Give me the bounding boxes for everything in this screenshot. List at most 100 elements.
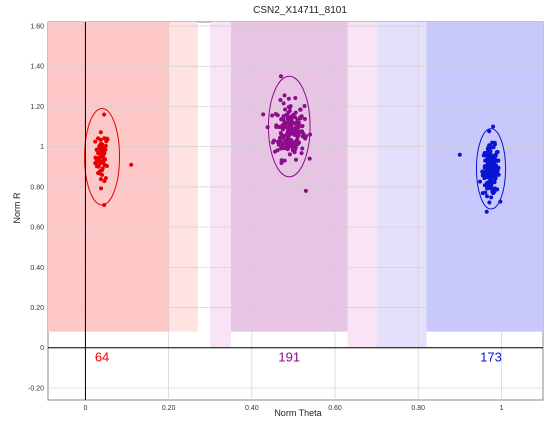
- data-point: [294, 157, 299, 162]
- data-point: [270, 113, 275, 118]
- data-point: [286, 96, 291, 101]
- data-point: [98, 177, 103, 182]
- data-point: [298, 107, 303, 112]
- data-point: [289, 138, 294, 143]
- data-point: [283, 107, 288, 112]
- data-point: [485, 180, 490, 185]
- cluster-count-label: 173: [480, 350, 502, 365]
- data-point: [287, 115, 292, 120]
- y-axis-label: Norm R: [12, 192, 22, 223]
- data-point: [97, 143, 102, 148]
- data-point: [102, 112, 107, 117]
- data-point: [295, 118, 300, 123]
- data-point: [295, 131, 300, 136]
- data-point: [489, 167, 494, 172]
- data-point: [494, 163, 499, 168]
- y-tick-label: 0.20: [30, 305, 44, 312]
- data-point: [285, 125, 290, 130]
- class-region-5: [376, 22, 427, 348]
- data-point: [489, 177, 494, 182]
- data-point: [281, 146, 286, 151]
- data-point: [101, 158, 106, 163]
- data-point: [96, 136, 101, 141]
- y-tick-label: 0: [40, 345, 44, 352]
- data-point: [482, 164, 487, 169]
- data-point: [292, 150, 297, 155]
- x-tick-label: 0.60: [328, 405, 342, 412]
- data-point: [290, 127, 295, 132]
- data-point: [94, 147, 99, 152]
- data-point: [288, 119, 293, 124]
- data-point: [279, 161, 284, 166]
- data-point: [99, 186, 104, 191]
- data-point: [492, 173, 497, 178]
- data-point: [496, 172, 501, 177]
- class-region-1: [168, 22, 198, 332]
- data-point: [295, 140, 300, 145]
- data-point: [288, 104, 293, 109]
- data-point: [487, 143, 492, 148]
- data-point: [295, 136, 300, 141]
- data-point: [303, 188, 308, 193]
- data-point: [457, 152, 462, 157]
- data-point: [100, 172, 105, 177]
- data-point: [281, 117, 286, 122]
- class-region-0: [48, 22, 169, 332]
- data-point: [304, 134, 309, 139]
- y-tick-label: 1.20: [30, 104, 44, 111]
- x-axis-label: Norm Theta: [274, 408, 321, 418]
- data-point: [490, 163, 495, 168]
- data-point: [492, 180, 497, 185]
- data-point: [102, 145, 107, 150]
- data-point: [477, 179, 482, 184]
- data-point: [285, 147, 290, 152]
- data-point: [487, 200, 492, 205]
- data-point: [302, 117, 307, 122]
- y-tick-label: 0.40: [30, 265, 44, 272]
- data-point: [491, 159, 496, 164]
- data-point: [485, 161, 490, 166]
- data-point: [98, 150, 103, 155]
- data-point: [93, 139, 98, 144]
- data-point: [300, 146, 305, 151]
- data-point: [277, 125, 282, 130]
- data-point: [287, 108, 292, 113]
- data-point: [488, 182, 493, 187]
- data-point: [281, 101, 286, 106]
- x-tick-label: 0.40: [245, 405, 259, 412]
- data-point: [308, 132, 313, 137]
- data-point: [291, 121, 296, 126]
- data-point: [307, 156, 312, 161]
- data-point: [490, 140, 495, 145]
- data-point: [97, 161, 102, 166]
- data-point: [276, 140, 281, 145]
- data-point: [485, 168, 490, 173]
- cluster-ellipse-0: [84, 107, 121, 206]
- data-point: [280, 134, 285, 139]
- y-tick-label: 1.60: [30, 24, 44, 31]
- data-point: [102, 150, 107, 155]
- data-point: [273, 111, 278, 116]
- data-point: [98, 130, 103, 135]
- data-point: [293, 96, 298, 101]
- data-point: [282, 158, 287, 163]
- data-point: [278, 74, 283, 79]
- data-point: [498, 199, 503, 204]
- x-tick-label: 0.20: [162, 405, 176, 412]
- x-tick-label: 1: [499, 405, 503, 412]
- data-point: [489, 195, 494, 200]
- chart-title: CSN2_X14711_8101: [253, 5, 347, 16]
- data-point: [485, 186, 490, 191]
- axis-layer: 0 0.20 0.40 0.60 0.80 1 -0.20 0 0.20 0.40 0.60 0.80…: [28, 22, 543, 412]
- data-point: [261, 112, 266, 117]
- class-region-4: [347, 22, 377, 348]
- data-point: [102, 202, 107, 207]
- data-point: [129, 162, 134, 167]
- data-point: [287, 152, 292, 157]
- data-point: [493, 176, 498, 181]
- data-point: [299, 124, 304, 129]
- data-point: [491, 124, 496, 129]
- data-point: [485, 147, 490, 152]
- y-tick-label: 1.40: [30, 64, 44, 71]
